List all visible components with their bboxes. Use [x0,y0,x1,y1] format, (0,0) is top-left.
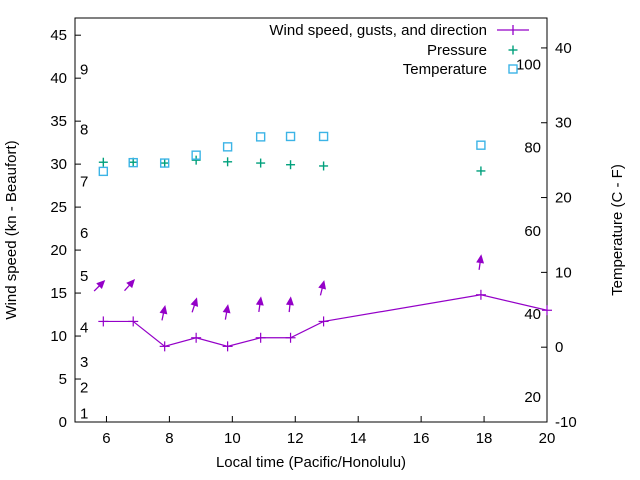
temperature-marker [222,142,233,152]
pressure-marker [476,166,486,176]
beaufort-label: 9 [80,62,88,79]
wind-speed-marker [191,332,202,343]
temperature-marker [159,158,170,168]
right-tick-label-celsius: 0 [555,339,563,356]
beaufort-label: 7 [80,173,88,190]
beaufort-label: 8 [80,122,88,139]
wind-speed-marker [475,289,486,300]
beaufort-scale-labels: 1 2 3 4 5 6 7 8 9 [80,62,88,423]
beaufort-label: 6 [80,225,88,242]
left-tick-label: 30 [50,156,67,173]
left-tick-label: 45 [50,27,67,44]
wind-speed-marker [542,305,552,316]
right-tick-label-fahrenheit: 40 [524,306,541,323]
right-tick-label-celsius: 10 [555,264,572,281]
temperature-marker [318,131,329,142]
series-pressure [98,155,486,176]
x-tick-label: 12 [287,430,304,447]
plot-frame [74,17,548,423]
wind-direction-arrow [159,305,168,321]
x-tick-label: 10 [224,430,241,447]
right-axis-fahrenheit-labels: 20 40 60 80 100 [516,57,541,407]
temperature-marker [191,150,201,160]
temperature-marker [255,132,266,142]
pressure-marker [191,155,201,165]
pressure-marker [223,157,233,167]
left-tick-label: 20 [50,242,67,259]
y-axis-label-left: Wind speed (kn - Beaufort) [3,140,20,319]
wind-direction-arrow [285,296,294,313]
right-tick-label-celsius: 40 [555,40,572,57]
right-tick-label-fahrenheit: 100 [516,57,541,74]
wind-direction-arrow [222,304,231,320]
left-tick-label: 5 [59,371,67,388]
wind-speed-marker [255,332,266,343]
left-axis-ticks: 0 5 10 15 20 25 30 35 40 45 [50,27,81,431]
x-tick-label: 20 [539,430,556,447]
left-tick-label: 40 [50,70,67,87]
wind-speed-marker [222,341,233,352]
temperature-marker [128,157,138,168]
x-tick-label: 8 [165,430,173,447]
beaufort-label: 5 [80,268,88,285]
pressure-marker [319,161,329,171]
right-tick-label-celsius: 30 [555,115,572,132]
temperature-marker [98,166,109,177]
wind-speed-marker [98,316,109,327]
pressure-marker [98,157,108,167]
legend-label: Temperature [403,61,487,78]
wind-direction-arrow [190,297,199,313]
x-tick-label: 18 [476,430,493,447]
wind-speed-marker [318,316,329,327]
series-wind-gusts-direction [93,254,485,321]
temperature-marker [285,131,296,142]
chart-legend: Wind speed, gusts, and direction Pressure… [269,22,529,78]
x-axis-ticks: 6 8 10 12 14 16 18 20 [74,416,556,447]
wind-speed-line [103,294,548,348]
wind-speed-marker [128,316,139,327]
left-tick-label: 25 [50,199,67,216]
wind-direction-arrow [318,280,326,296]
wind-speed-marker [285,332,296,343]
temperature-marker [476,140,486,150]
wind-direction-arrow [255,296,264,313]
left-tick-label: 15 [50,285,67,302]
right-tick-label-fahrenheit: 60 [524,223,541,240]
right-tick-label-celsius: -10 [555,414,577,431]
wind-direction-arrow [124,279,136,292]
left-tick-label: 10 [50,328,67,345]
beaufort-label: 1 [80,405,88,422]
beaufort-label: 3 [80,354,88,371]
wind-direction-arrow [93,279,106,292]
x-axis-label: Local time (Pacific/Honolulu) [216,454,406,471]
wind-direction-arrow [476,254,485,270]
left-tick-label: 0 [59,414,67,431]
legend-label: Pressure [427,42,487,59]
y-axis-label-right: Temperature (C - F) [609,164,626,296]
series-wind-speed [98,289,552,352]
x-tick-label: 6 [102,430,110,447]
right-tick-label-fahrenheit: 20 [524,389,541,406]
wind-speed-marker [159,341,170,352]
x-tick-label: 14 [350,430,367,447]
pressure-marker [286,160,296,170]
right-tick-label-celsius: 20 [555,190,572,207]
x-tick-label: 16 [413,430,430,447]
left-tick-label: 35 [50,113,67,130]
pressure-marker [256,158,266,168]
pressure-marker [160,158,170,168]
beaufort-label: 4 [80,319,88,336]
right-axis-celsius-ticks: -10 0 10 20 30 40 [541,40,577,431]
series-temperature [98,131,486,177]
right-tick-label-fahrenheit: 80 [524,140,541,157]
beaufort-label: 2 [80,380,88,397]
legend-label: Wind speed, gusts, and direction [269,22,487,39]
